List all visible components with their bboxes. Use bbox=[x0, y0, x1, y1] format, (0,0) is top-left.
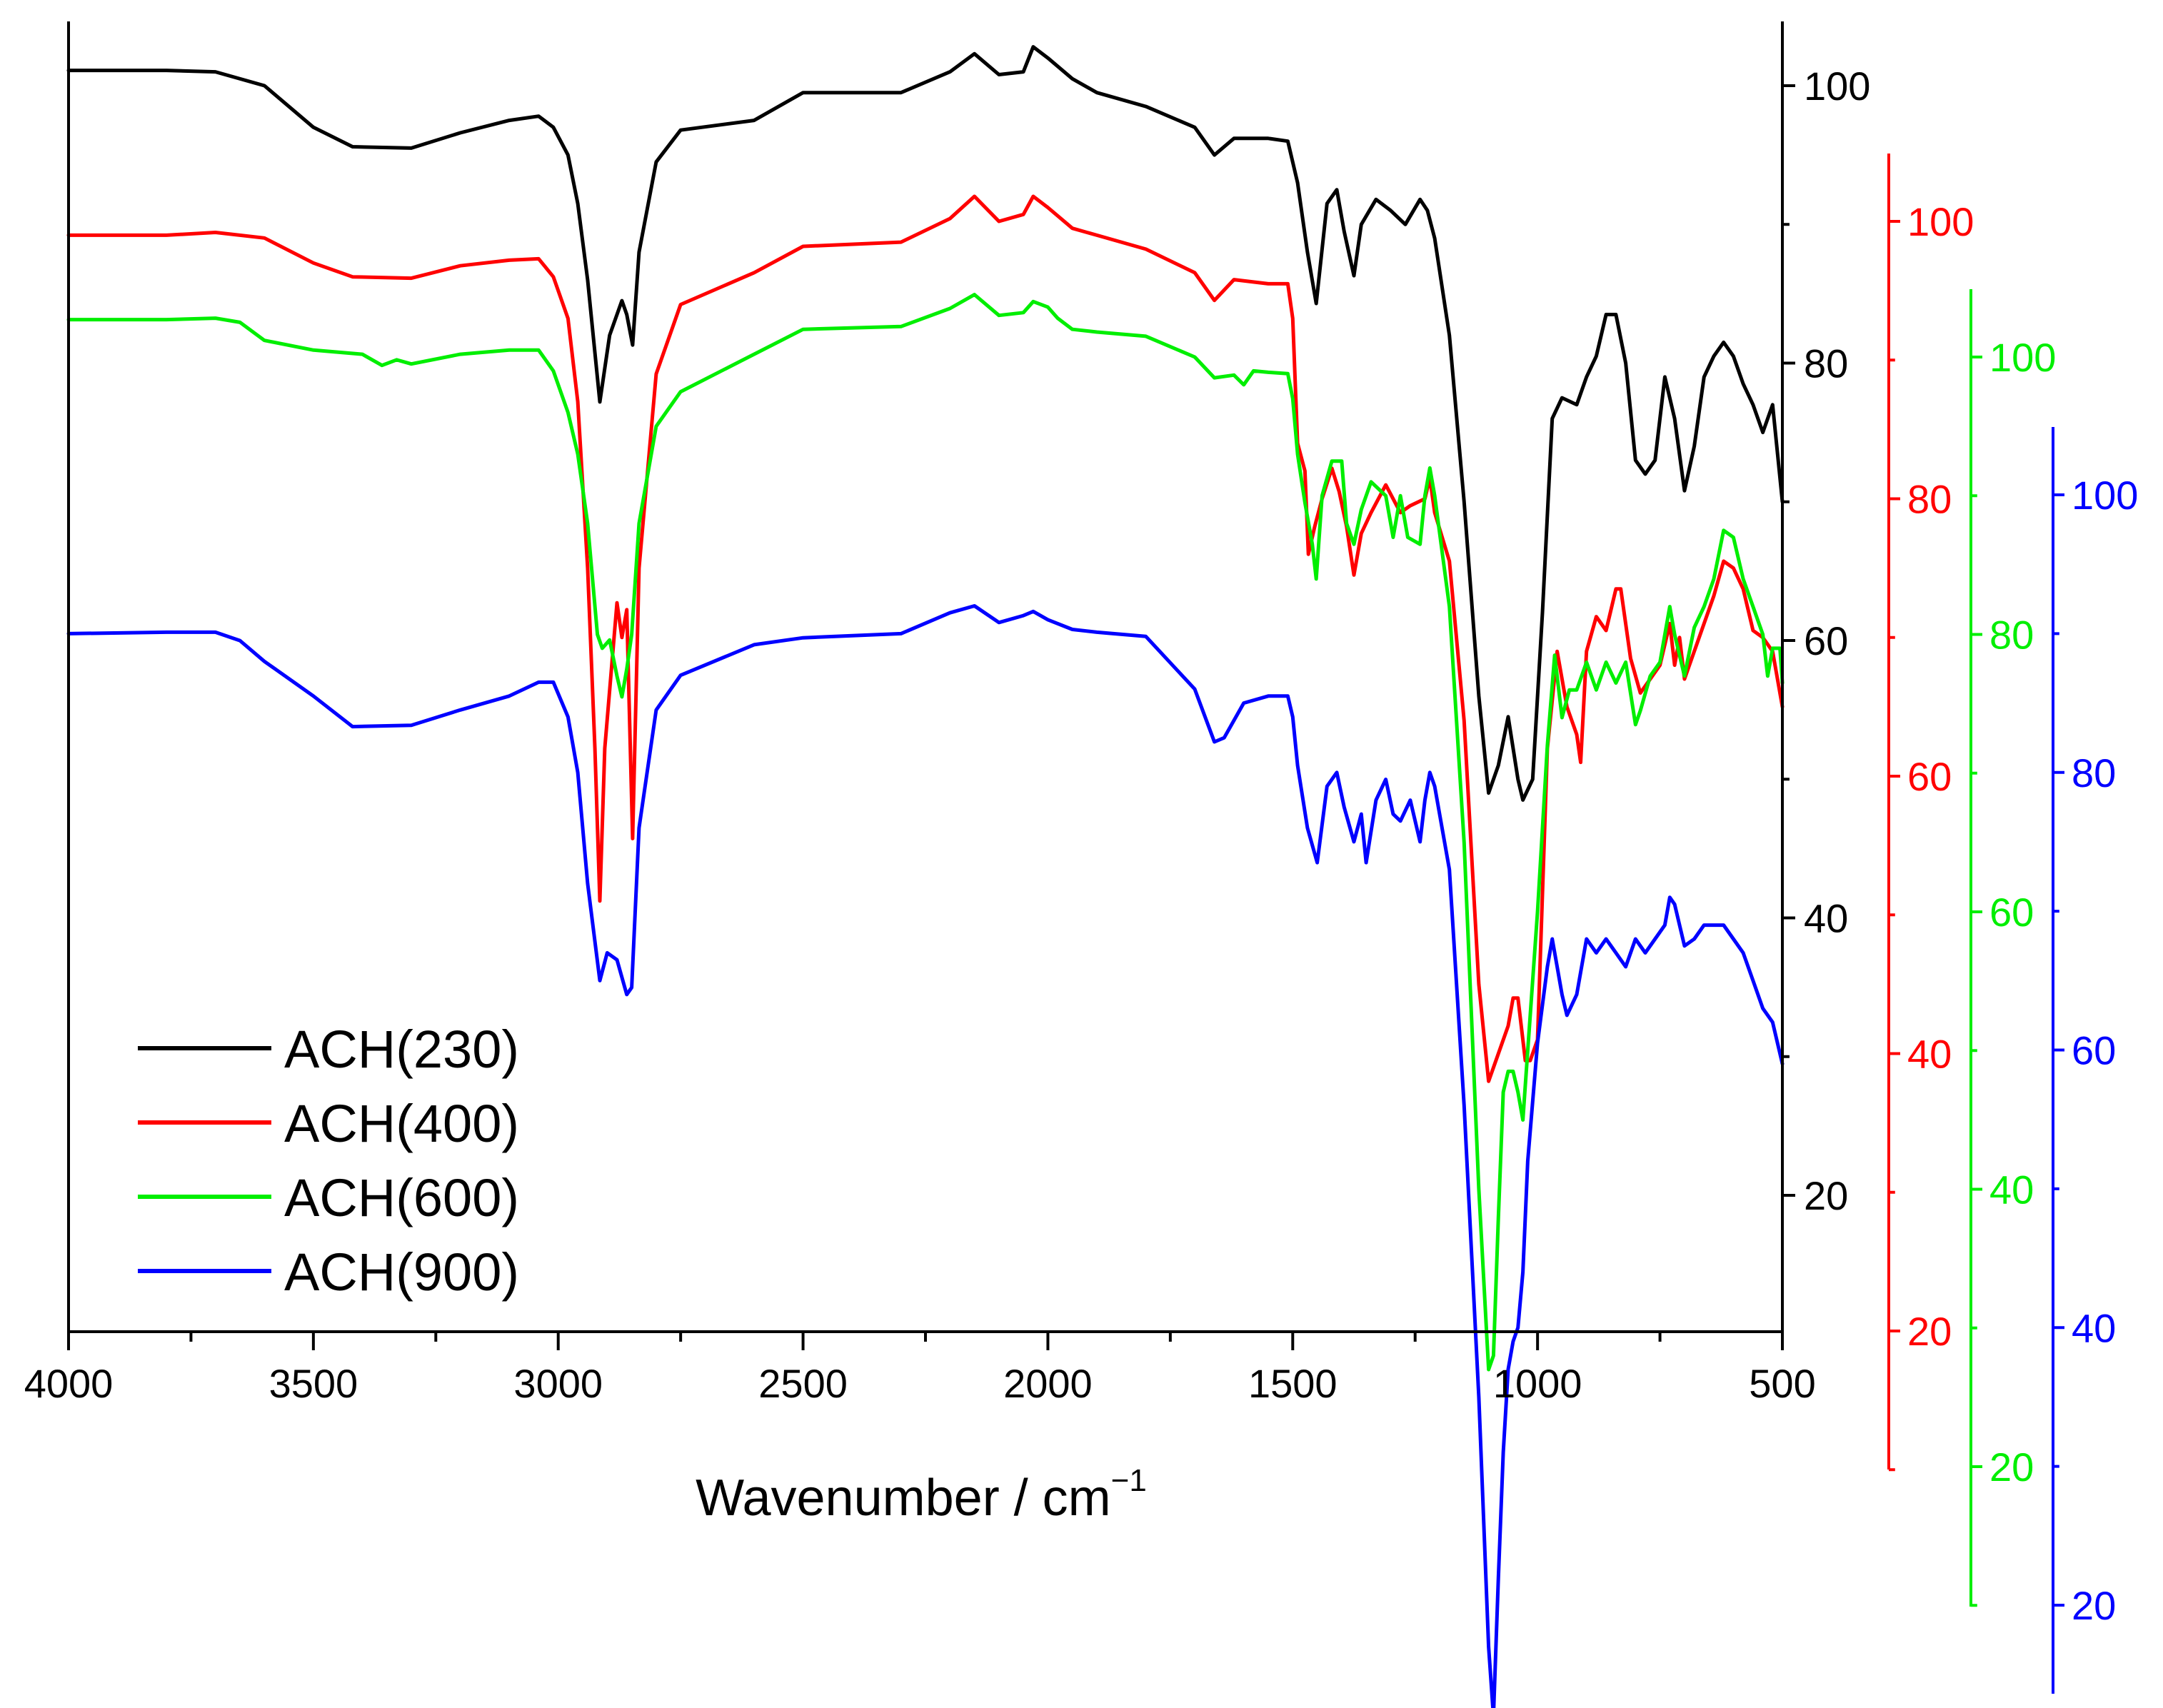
series-line-1 bbox=[66, 45, 1785, 802]
legend-label-3: ACH(600) bbox=[284, 1168, 519, 1227]
x-tick-label: 2500 bbox=[758, 1361, 848, 1406]
y-tick-label-black: 20 bbox=[1804, 1173, 1848, 1218]
y-tick-label-blue: 40 bbox=[2072, 1305, 2116, 1350]
legend-label-2: ACH(400) bbox=[284, 1094, 519, 1153]
x-tick-label: 3500 bbox=[269, 1361, 358, 1406]
legend: ACH(230) ACH(400) ACH(600) ACH(900) bbox=[138, 1020, 519, 1302]
y-tick-label-black: 100 bbox=[1804, 64, 1870, 109]
y-tick-label-blue: 60 bbox=[2072, 1028, 2116, 1073]
y-tick-label-red: 40 bbox=[1907, 1032, 1952, 1077]
x-tick-label: 500 bbox=[1749, 1361, 1815, 1406]
series-layer bbox=[66, 45, 1785, 1708]
y-tick-label-green: 80 bbox=[1989, 613, 2034, 658]
y-tick-label-black: 80 bbox=[1804, 341, 1848, 386]
y-tick-label-green: 60 bbox=[1989, 890, 2034, 935]
y-tick-label-green: 20 bbox=[1989, 1445, 2034, 1490]
x-tick-label: 1500 bbox=[1248, 1361, 1338, 1406]
y-tick-label-black: 40 bbox=[1804, 896, 1848, 941]
y-tick-label-blue: 100 bbox=[2072, 473, 2138, 518]
series-line-4 bbox=[66, 604, 1785, 1708]
y-tick-label-red: 100 bbox=[1907, 199, 1974, 244]
legend-label-1: ACH(230) bbox=[284, 1020, 519, 1079]
y-tick-label-blue: 80 bbox=[2072, 750, 2116, 795]
y-axes: 20 40 60 80 100 20 40 60 80 100 20 40 60 80 100 20 40 60 8… bbox=[1781, 21, 2138, 1694]
y-tick-label-red: 60 bbox=[1907, 754, 1952, 799]
series-line-2 bbox=[66, 194, 1785, 1083]
series-line-3 bbox=[66, 293, 1785, 1372]
x-axis: 4000 3500 3000 2500 2000 1500 1000 500 bbox=[24, 1332, 1816, 1406]
y-tick-label-black: 60 bbox=[1804, 618, 1848, 663]
y-tick-label-green: 100 bbox=[1989, 335, 2056, 380]
x-tick-label: 4000 bbox=[24, 1361, 114, 1406]
y-tick-label-red: 80 bbox=[1907, 477, 1952, 522]
y-tick-label-blue: 20 bbox=[2072, 1583, 2116, 1628]
x-tick-label: 2000 bbox=[1003, 1361, 1093, 1406]
y-tick-label-red: 20 bbox=[1907, 1309, 1952, 1354]
legend-label-4: ACH(900) bbox=[284, 1242, 519, 1302]
y-tick-label-green: 40 bbox=[1989, 1167, 2034, 1212]
x-axis-title: Wavenumber / cm−1 bbox=[696, 1463, 1147, 1527]
x-tick-label: 3000 bbox=[513, 1361, 603, 1406]
x-tick-label: 1000 bbox=[1493, 1361, 1582, 1406]
